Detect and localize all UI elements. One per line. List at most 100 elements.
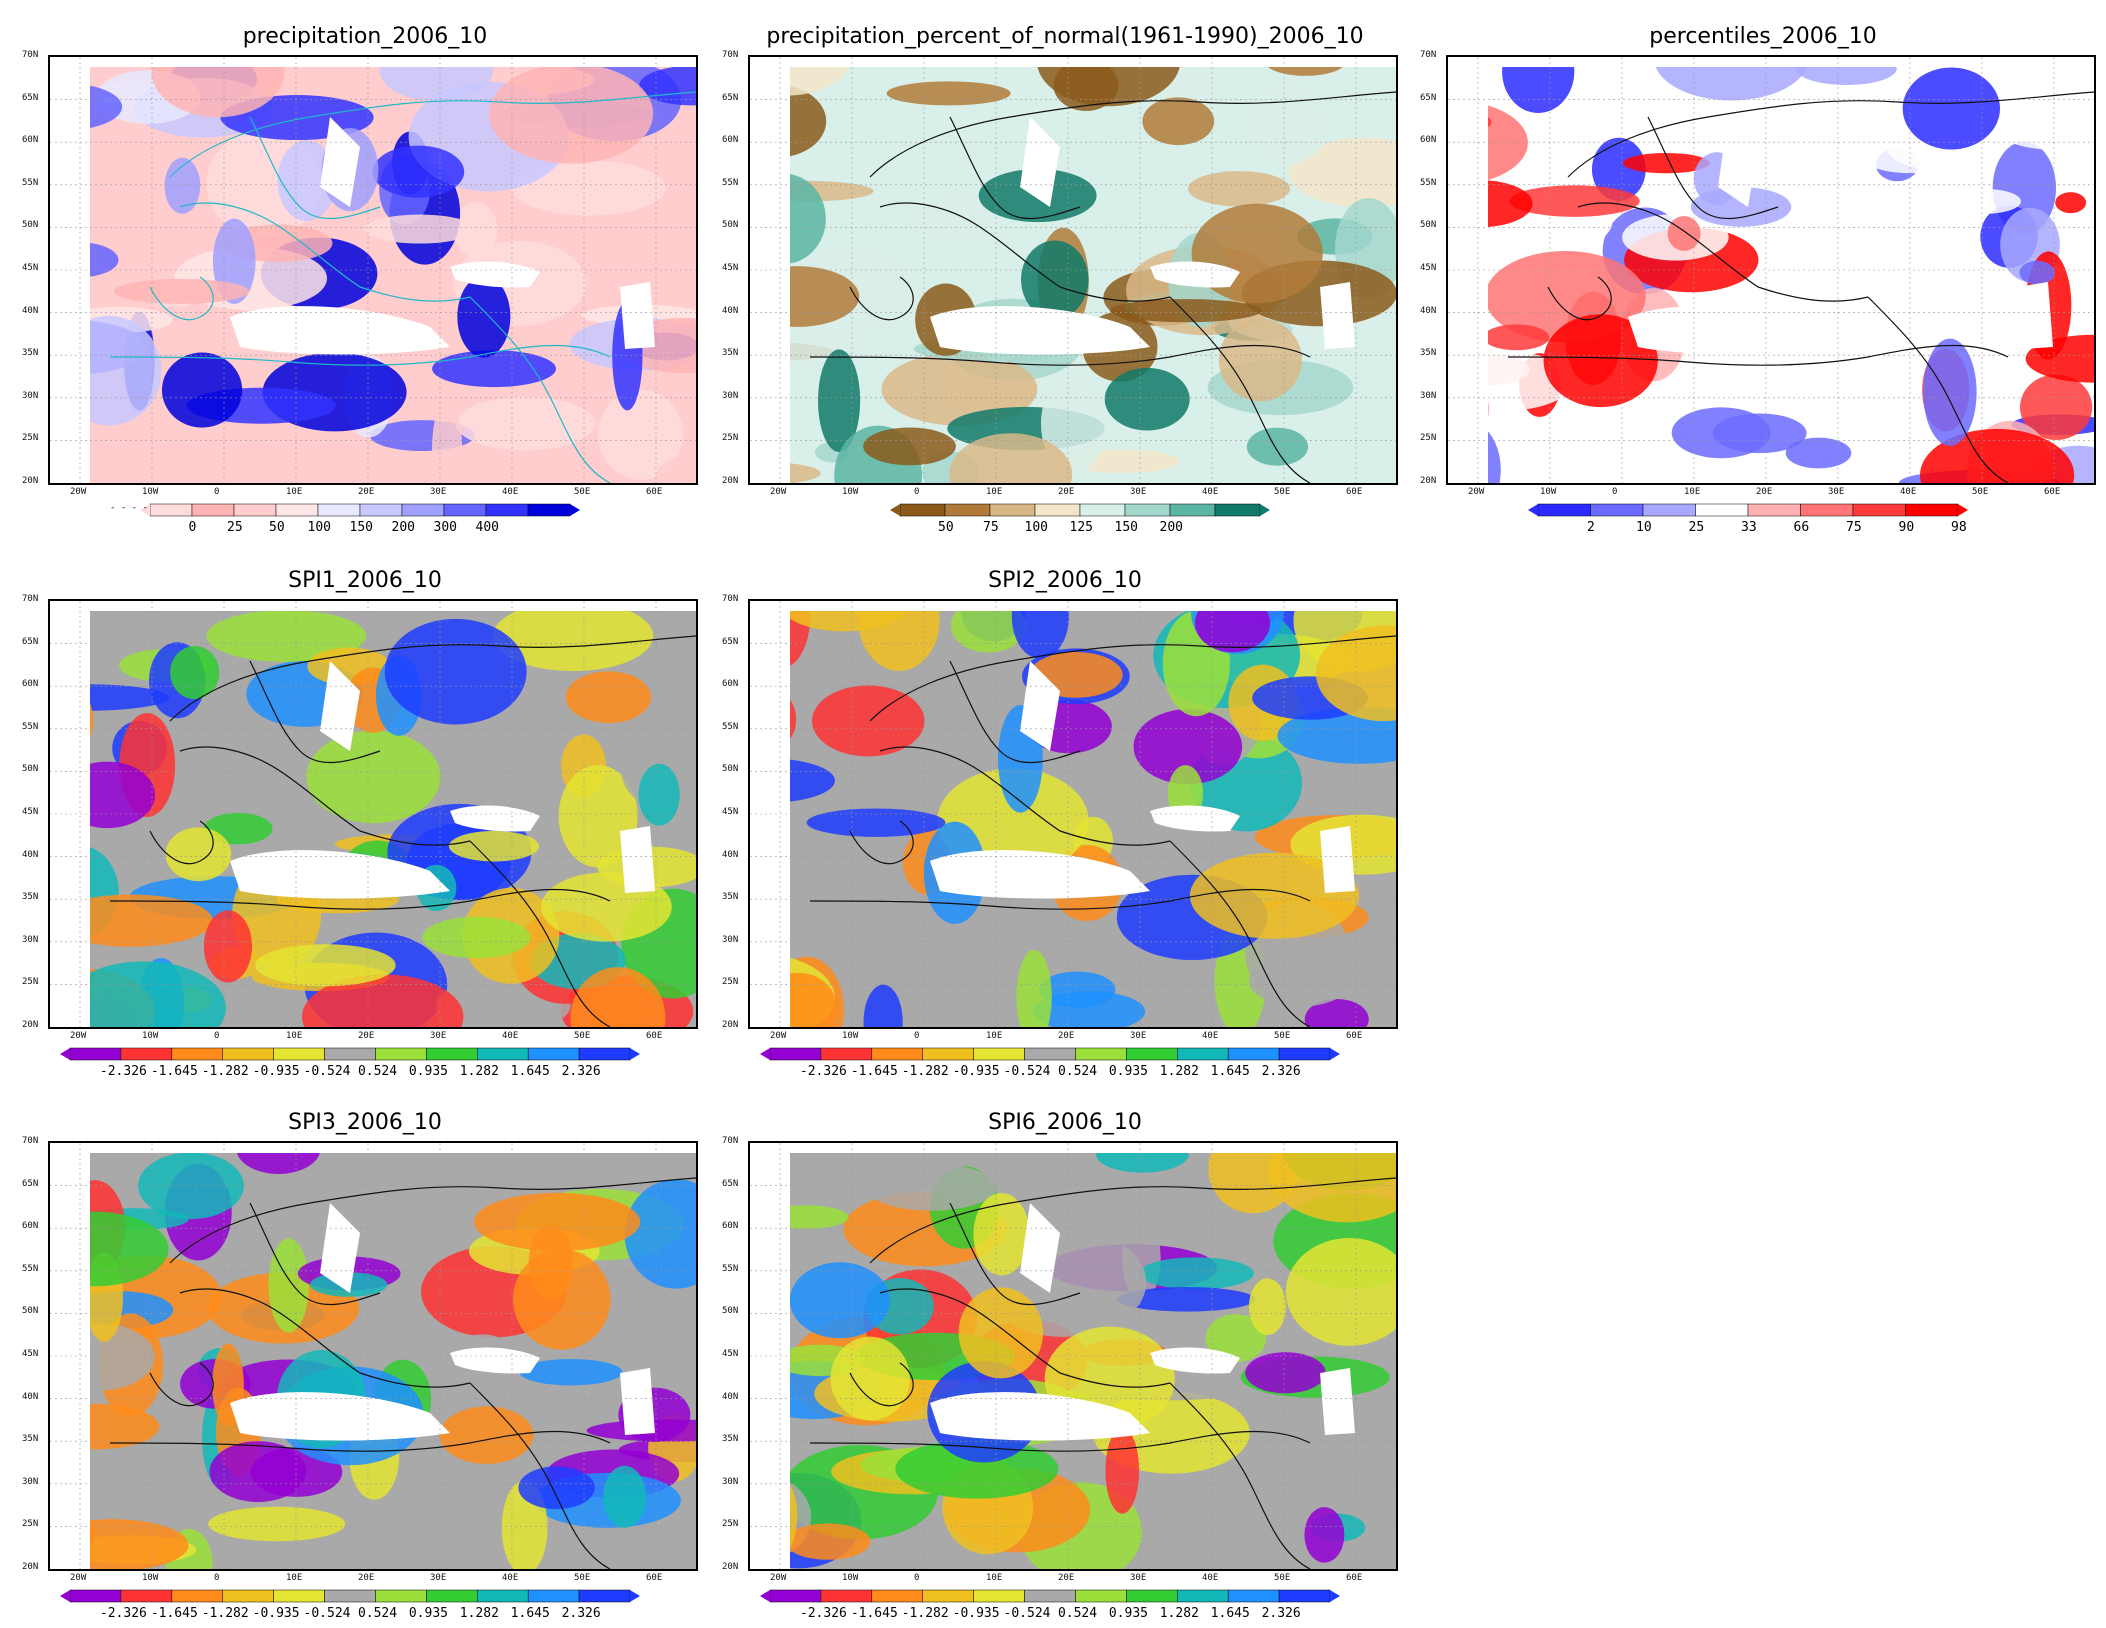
lat-tick-label: 40N bbox=[722, 305, 739, 316]
lon-tick-label: 20W bbox=[1468, 487, 1485, 497]
field-blob bbox=[1288, 137, 1396, 208]
field-blob bbox=[638, 763, 680, 826]
lat-tick-label: 45N bbox=[22, 263, 39, 273]
colorbar-swatch bbox=[871, 1589, 923, 1603]
no-data-region bbox=[1628, 306, 1848, 355]
colorbar-swatch bbox=[324, 1589, 376, 1603]
colorbar-swatch bbox=[820, 1047, 873, 1061]
colorbar-swatch bbox=[922, 1589, 974, 1603]
map-frame bbox=[48, 55, 698, 485]
field-blob bbox=[208, 1506, 346, 1542]
field-blob bbox=[1011, 601, 1069, 659]
lon-tick-label: 0 bbox=[214, 1031, 220, 1041]
no-data-region bbox=[230, 306, 450, 355]
field-blob bbox=[513, 1249, 611, 1350]
field-blob bbox=[1248, 1278, 1286, 1335]
colorbar-swatch bbox=[120, 1047, 173, 1061]
colorbar-swatch bbox=[769, 1047, 822, 1061]
field-blob bbox=[170, 646, 220, 700]
map-frame bbox=[48, 1141, 698, 1571]
panel-precipitation: precipitation_2006_10 70N 65N 60N 55N 50N 45N 4… bbox=[20, 22, 710, 542]
lon-tick-label: 20E bbox=[358, 1031, 375, 1041]
field-blob bbox=[448, 830, 540, 862]
colorbar-label: -2.326 bbox=[99, 1064, 147, 1079]
colorbar-swatch bbox=[1124, 503, 1171, 517]
field-blob bbox=[488, 63, 654, 164]
panel-title: SPI6_2006_10 bbox=[988, 1110, 1142, 1135]
colorbar-swatch bbox=[1034, 503, 1081, 517]
colorbar-swatch bbox=[1278, 1047, 1331, 1061]
map-frame bbox=[748, 55, 1398, 485]
field-blob bbox=[603, 1465, 647, 1528]
colorbar-swatch bbox=[171, 1047, 223, 1061]
colorbar-swatch bbox=[149, 503, 193, 517]
colorbar-swatch bbox=[375, 1047, 427, 1061]
colorbar-swatch bbox=[273, 1047, 325, 1061]
colorbar-label: -0.524 bbox=[303, 1606, 351, 1621]
field-blob bbox=[1923, 338, 1977, 446]
colorbar-label: 1.645 bbox=[1210, 1064, 1250, 1079]
lat-tick-label: 35N bbox=[722, 1434, 739, 1445]
field-blob bbox=[1187, 171, 1291, 207]
lon-tick-label: 10E bbox=[986, 1031, 1003, 1041]
field-blob bbox=[1138, 1257, 1254, 1290]
lon-tick-label: 20E bbox=[1058, 487, 1075, 497]
colorbar-label: 0.524 bbox=[1057, 1064, 1098, 1079]
lat-tick-label: 35N bbox=[22, 892, 39, 903]
lat-tick-label: 50N bbox=[1420, 220, 1437, 231]
lat-tick-label: 40N bbox=[1420, 305, 1437, 316]
colorbar-swatch bbox=[477, 1589, 529, 1603]
lat-tick-label: 70N bbox=[22, 594, 39, 604]
field-blob bbox=[1502, 57, 1575, 113]
lon-tick-label: 30E bbox=[430, 1031, 447, 1041]
colorbar-label: -1.282 bbox=[901, 1064, 949, 1079]
field-blob bbox=[1016, 949, 1052, 1027]
lon-tick-label: 40E bbox=[1202, 1573, 1219, 1583]
lon-tick-label: 50E bbox=[574, 1031, 591, 1041]
panel-spi3: SPI3_2006_10 70N 65N 60N 55N 50N 45N 40N 35N 30N 2… bbox=[20, 1108, 710, 1628]
lat-tick-label: 45N bbox=[22, 1349, 39, 1359]
colorbar-label: -1.282 bbox=[201, 1606, 249, 1621]
lon-tick-label: 0 bbox=[214, 487, 220, 497]
lon-tick-label: 0 bbox=[1612, 487, 1618, 497]
field-blob bbox=[439, 1406, 534, 1464]
no-data-region bbox=[50, 57, 696, 67]
lat-tick-label: 20N bbox=[722, 476, 739, 486]
lat-tick-label: 40N bbox=[22, 1391, 39, 1402]
colorbar-swatch bbox=[1905, 503, 1959, 517]
colorbar-label: 100 bbox=[1024, 520, 1048, 535]
colorbar-label: 2.326 bbox=[561, 1606, 601, 1621]
colorbar-label: 75 bbox=[983, 520, 999, 535]
colorbar-swatch bbox=[477, 1047, 529, 1061]
lon-tick-label: 20E bbox=[358, 1573, 375, 1583]
lat-tick-label: 30N bbox=[1420, 390, 1437, 401]
lat-tick-label: 65N bbox=[722, 1178, 739, 1189]
field-blob bbox=[1117, 1287, 1256, 1312]
colorbar-label: 0 bbox=[188, 520, 197, 535]
panel-title: SPI3_2006_10 bbox=[288, 1110, 442, 1135]
lon-tick-label: 30E bbox=[1828, 487, 1845, 497]
colorbar-label: -0.935 bbox=[252, 1064, 300, 1079]
map-field bbox=[50, 1143, 696, 1569]
field-blob bbox=[379, 57, 493, 102]
colorbar-swatch bbox=[317, 503, 361, 517]
lat-tick-label: 70N bbox=[722, 1136, 739, 1146]
lat-tick-label: 50N bbox=[22, 220, 39, 231]
lon-tick-label: 0 bbox=[914, 1573, 920, 1583]
lon-tick-label: 20W bbox=[770, 1573, 787, 1583]
colorbar bbox=[760, 1589, 1340, 1603]
lon-tick-label: 60E bbox=[1346, 1573, 1363, 1583]
map-field bbox=[50, 57, 696, 483]
lon-tick-label: 40E bbox=[1900, 487, 1917, 497]
no-data-region bbox=[450, 261, 540, 288]
colorbar-swatch bbox=[527, 1047, 580, 1061]
colorbar-swatch bbox=[1278, 1589, 1331, 1603]
lon-tick-label: 10W bbox=[1540, 487, 1557, 497]
colorbar-label: -0.524 bbox=[1003, 1606, 1051, 1621]
no-data-region bbox=[750, 1143, 1396, 1153]
no-data-region bbox=[450, 1347, 540, 1374]
field-blob bbox=[1189, 852, 1360, 939]
no-data-region bbox=[1320, 282, 1355, 349]
lon-tick-label: 50E bbox=[1274, 487, 1291, 497]
lat-tick-label: 40N bbox=[22, 849, 39, 860]
